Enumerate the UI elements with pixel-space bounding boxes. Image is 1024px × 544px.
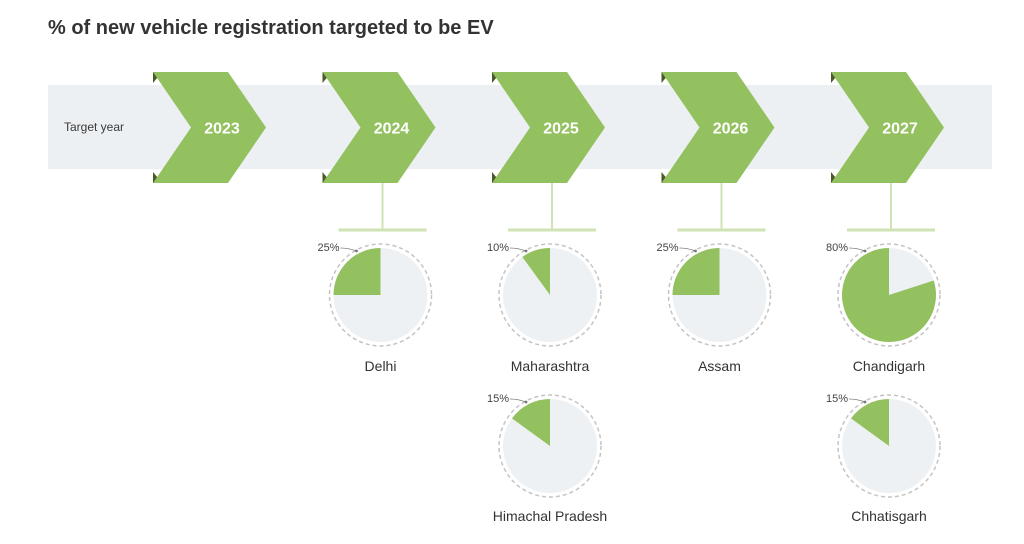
dashed-ring — [837, 394, 941, 498]
dashed-ring — [837, 243, 941, 347]
percent-label: 25% — [317, 242, 339, 254]
state-label: Assam — [698, 358, 741, 374]
percent-label: 15% — [487, 393, 509, 405]
state-label: Himachal Pradesh — [493, 508, 607, 524]
percent-label: 25% — [656, 242, 678, 254]
leader-line — [848, 247, 866, 252]
pie-slice — [850, 399, 889, 446]
pie-slice — [511, 399, 550, 446]
connector-2026 — [677, 183, 766, 232]
pie-slice — [522, 248, 550, 295]
year-arrows: 2023 2024 2025 2026 2027 — [153, 72, 944, 183]
state-label: Delhi — [365, 358, 397, 374]
year-arrow-2026: 2026 — [661, 72, 775, 183]
year-arrow-2024: 2024 — [322, 72, 436, 183]
row-label-target-year: Target year — [64, 120, 125, 134]
pie-chandigarh: 80% Chandigarh — [826, 242, 941, 374]
leader-dot — [863, 249, 867, 253]
connector-2025 — [508, 183, 596, 232]
pie-himachal-pradesh: 15% Himachal Pradesh — [487, 393, 607, 524]
leader-line — [509, 247, 527, 252]
chevron-shape — [661, 72, 775, 183]
year-arrow-2027: 2027 — [831, 72, 944, 183]
dashed-ring — [498, 394, 602, 498]
leader-dot — [355, 249, 358, 253]
state-pies: 25% Delhi 10% Maharashtra 15% Himachal Prades… — [317, 242, 941, 524]
dashed-ring — [328, 243, 433, 347]
year-label: 2024 — [374, 121, 410, 138]
state-label: Chhatisgarh — [851, 508, 927, 524]
year-label: 2025 — [543, 121, 579, 138]
chevron-shape — [153, 72, 266, 183]
leader-line — [340, 247, 357, 252]
leader-dot — [524, 249, 528, 253]
dashed-ring — [667, 243, 772, 347]
leader-line — [509, 398, 527, 403]
pie-slice — [333, 248, 381, 295]
pie-chhatisgarh: 15% Chhatisgarh — [826, 393, 941, 524]
pie-delhi: 25% Delhi — [317, 242, 433, 374]
year-label: 2027 — [882, 121, 918, 138]
chart-title: % of new vehicle registration targeted t… — [48, 17, 494, 39]
leader-line — [848, 398, 866, 403]
percent-label: 80% — [826, 242, 848, 254]
chevron-shape — [322, 72, 436, 183]
leader-dot — [694, 249, 697, 253]
leader-dot — [524, 400, 528, 404]
leader-line — [679, 247, 696, 252]
year-arrow-2023: 2023 — [153, 72, 266, 183]
year-arrow-2025: 2025 — [492, 72, 605, 183]
dashed-ring — [498, 243, 602, 347]
connector-2027 — [847, 183, 935, 232]
chevron-shape — [492, 72, 605, 183]
pie-slice — [672, 248, 720, 295]
connectors — [338, 183, 935, 232]
leader-dot — [863, 400, 867, 404]
pie-assam: 25% Assam — [656, 242, 772, 374]
state-label: Chandigarh — [853, 358, 925, 374]
year-label: 2023 — [204, 121, 240, 138]
connector-2024 — [338, 183, 427, 232]
state-label: Maharashtra — [511, 358, 590, 374]
percent-label: 15% — [826, 393, 848, 405]
percent-label: 10% — [487, 242, 509, 254]
pie-slice — [841, 248, 936, 343]
chevron-shape — [831, 72, 944, 183]
pie-maharashtra: 10% Maharashtra — [487, 242, 602, 374]
year-label: 2026 — [713, 121, 749, 138]
